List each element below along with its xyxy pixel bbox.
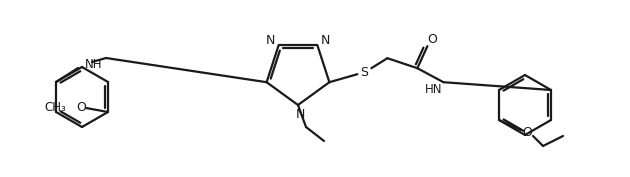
Text: N: N — [266, 34, 275, 47]
Text: HN: HN — [425, 83, 442, 96]
Text: NH: NH — [85, 58, 103, 70]
Text: O: O — [427, 33, 437, 46]
Text: S: S — [360, 66, 369, 79]
Text: CH₃: CH₃ — [44, 101, 66, 113]
Text: O: O — [522, 125, 532, 138]
Text: N: N — [321, 34, 330, 47]
Text: N: N — [295, 107, 305, 121]
Text: O: O — [76, 101, 86, 113]
